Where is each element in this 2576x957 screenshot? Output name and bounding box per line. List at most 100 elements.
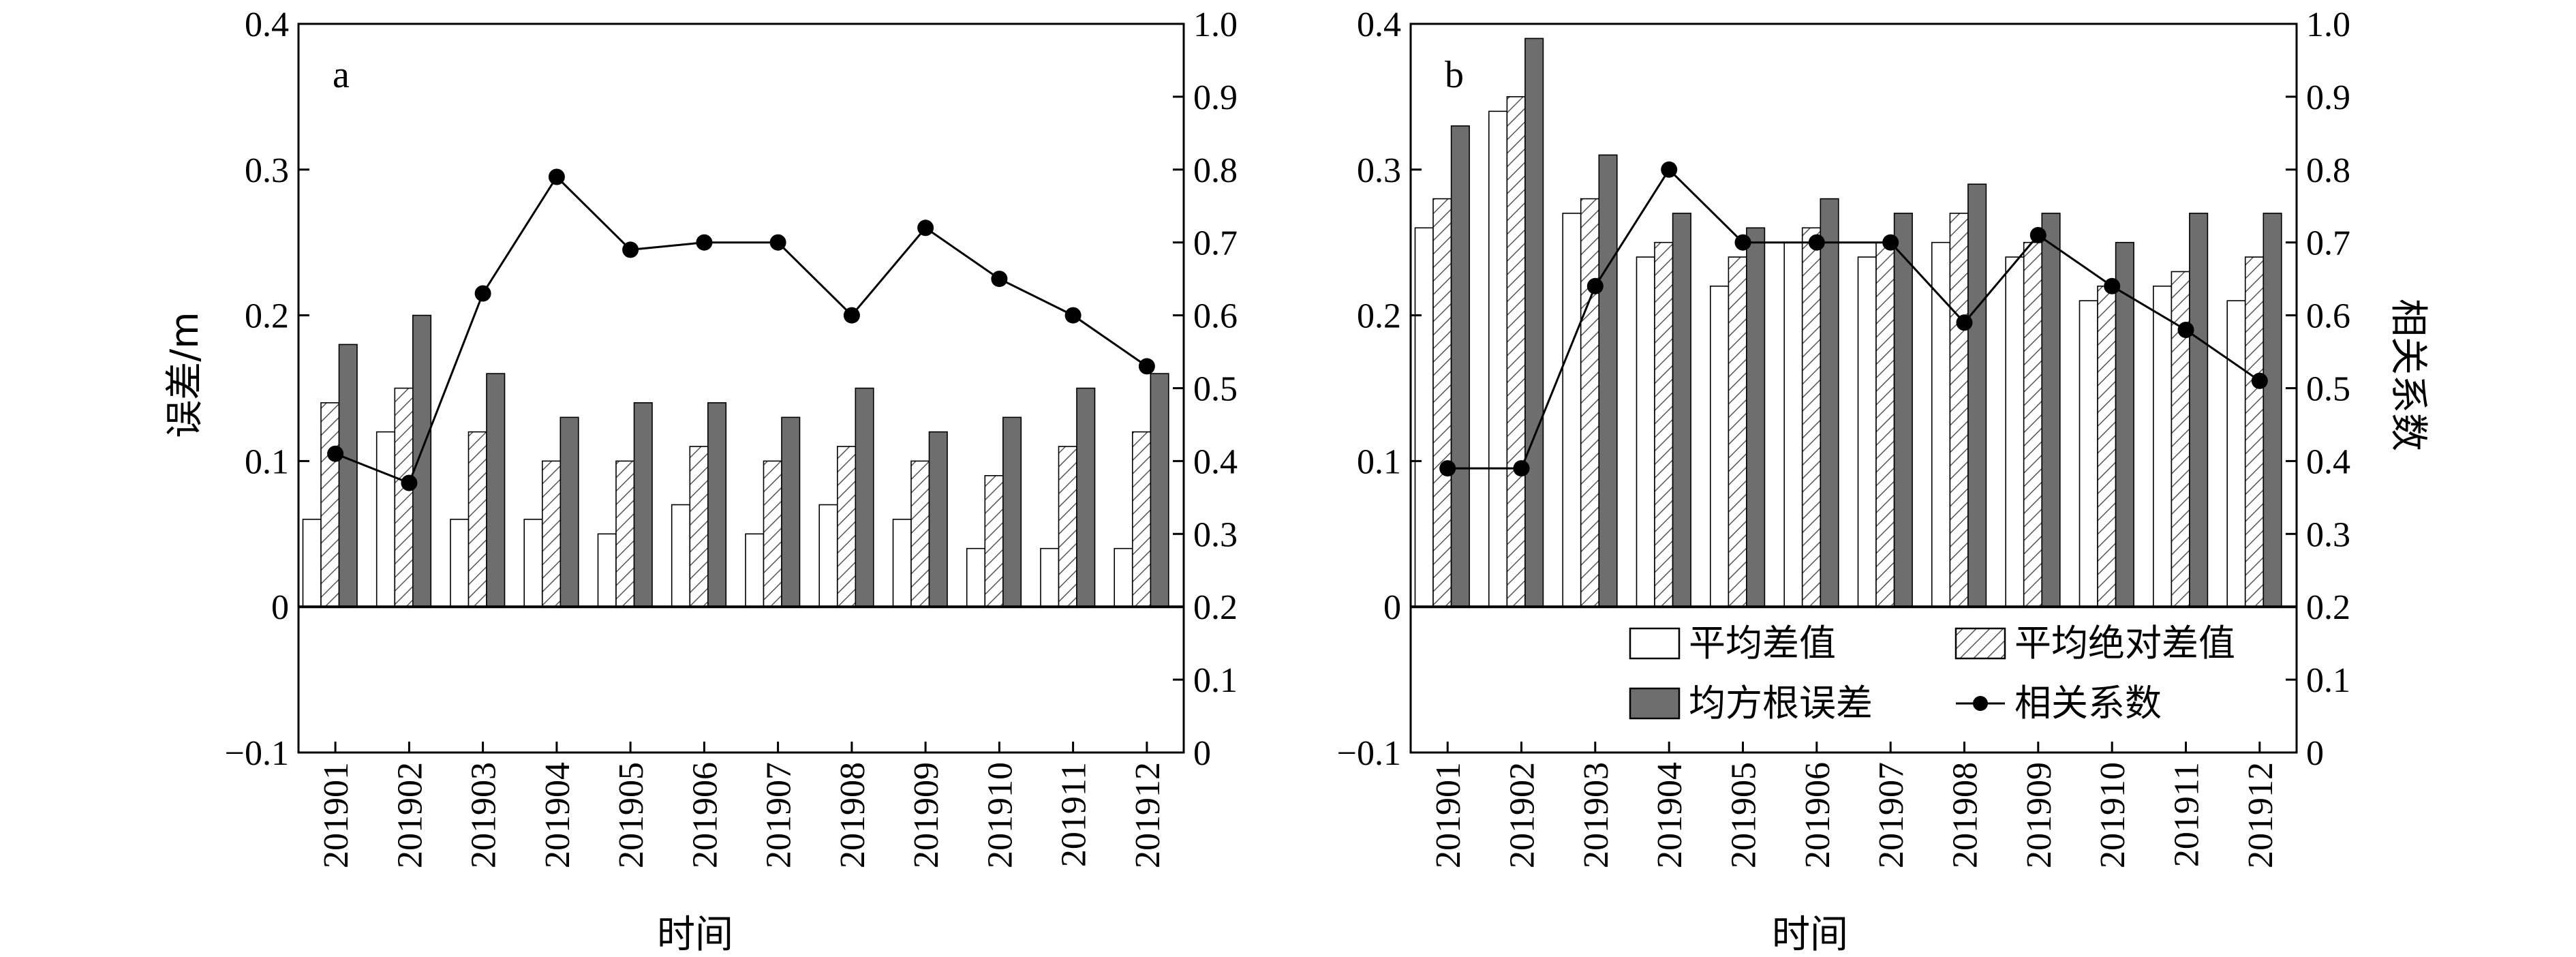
bar-white-201907 bbox=[1857, 256, 1877, 607]
y-tick-right-label: 0.4 bbox=[2306, 442, 2350, 481]
y-tick-right-label: 0.4 bbox=[1193, 442, 1238, 481]
bar-dark-gray-201908 bbox=[1967, 183, 1987, 608]
x-tick-label-201911: 201911 bbox=[2168, 762, 2207, 867]
bar-hatched-201909 bbox=[2023, 241, 2042, 608]
bar-hatched-201904 bbox=[541, 460, 562, 608]
bar-dark-gray-201905 bbox=[1746, 227, 1766, 608]
correlation-line-layer bbox=[327, 168, 1155, 491]
panel-label: a bbox=[333, 54, 350, 96]
correlation-point-201912 bbox=[2251, 372, 2268, 389]
correlation-point-201910 bbox=[991, 271, 1008, 288]
correlation-point-201908 bbox=[843, 307, 860, 324]
y-tick-right-label: 0.8 bbox=[2306, 151, 2350, 190]
y-tick-right-label: 0.9 bbox=[1193, 78, 1238, 117]
chart-panel-a: −0.1 0 0.1 0.2 0.3 0.4 0 0.1 0.2 0.3 0.4 0.5 0.6 0.7… bbox=[163, 5, 1238, 957]
bar-dark-gray-201906 bbox=[707, 402, 727, 608]
x-tick-label-201906: 201906 bbox=[686, 762, 724, 868]
bar-white-201905 bbox=[1710, 285, 1730, 607]
x-tick-label-201907: 201907 bbox=[1872, 762, 1911, 868]
y-axis-title-right: 相关系数 bbox=[2386, 299, 2430, 451]
correlation-point-201911 bbox=[1064, 307, 1082, 324]
x-tick-label-201902: 201902 bbox=[390, 762, 429, 868]
bar-hatched-201903 bbox=[467, 431, 487, 607]
bar-dark-gray-201901 bbox=[1450, 125, 1470, 607]
bar-white-201906 bbox=[1783, 241, 1803, 608]
x-tick-label-201912: 201912 bbox=[2241, 762, 2280, 868]
bar-dark-gray-201907 bbox=[1893, 213, 1913, 607]
bar-dark-gray-201910 bbox=[2115, 241, 2134, 608]
left-y-ticks: −0.1 0 0.1 0.2 0.3 0.4 bbox=[225, 5, 309, 773]
x-tick-label-201906: 201906 bbox=[1798, 762, 1837, 868]
y-tick-right-label: 0.8 bbox=[1193, 151, 1238, 190]
bar-hatched-201910 bbox=[984, 474, 1004, 607]
bar-dark-gray-201907 bbox=[781, 416, 801, 607]
correlation-point-201906 bbox=[1808, 234, 1825, 251]
bar-white-201903 bbox=[1562, 213, 1582, 607]
bar-hatched-201906 bbox=[1801, 227, 1821, 608]
bar-dark-gray-201912 bbox=[1150, 373, 1169, 607]
bar-hatched-201910 bbox=[2097, 285, 2117, 607]
bar-white-201904 bbox=[523, 519, 543, 608]
bar-dark-gray-201904 bbox=[1672, 213, 1691, 607]
bar-white-201910 bbox=[966, 547, 985, 608]
correlation-point-201901 bbox=[1439, 460, 1456, 477]
bar-hatched-201906 bbox=[689, 446, 709, 607]
bar-hatched-201903 bbox=[1580, 198, 1599, 607]
bar-dark-gray-201908 bbox=[855, 387, 874, 608]
correlation-point-201904 bbox=[1661, 161, 1678, 178]
x-axis-title: 时间 bbox=[657, 913, 733, 957]
correlation-point-201905 bbox=[622, 241, 639, 258]
bar-hatched-201901 bbox=[1432, 198, 1452, 607]
bar-hatched-201901 bbox=[320, 402, 340, 608]
legend-label-correlation: 相关系数 bbox=[2014, 682, 2162, 725]
y-tick-right-label: 0.2 bbox=[2306, 588, 2350, 627]
y-tick-left-label: 0.1 bbox=[245, 442, 289, 481]
x-tick-label-201903: 201903 bbox=[1577, 762, 1616, 868]
legend-swatch-correlation-marker bbox=[1973, 696, 1988, 711]
bar-dark-gray-201902 bbox=[412, 314, 432, 608]
bar-layer bbox=[302, 314, 1169, 608]
y-tick-left-label: 0.3 bbox=[245, 151, 289, 190]
correlation-point-201904 bbox=[548, 168, 565, 185]
correlation-line-layer bbox=[1439, 161, 2268, 477]
x-tick-label-201908: 201908 bbox=[1946, 762, 1985, 868]
y-tick-right-label: 1.0 bbox=[2306, 5, 2350, 44]
y-tick-left-label: 0.4 bbox=[1357, 5, 1401, 44]
bar-dark-gray-201905 bbox=[633, 402, 653, 608]
correlation-point-201911 bbox=[2177, 322, 2194, 338]
bar-dark-gray-201910 bbox=[1002, 416, 1022, 607]
x-tick-label-201907: 201907 bbox=[760, 762, 799, 868]
x-tick-label-201901: 201901 bbox=[317, 762, 356, 868]
y-tick-left-label: −0.1 bbox=[225, 734, 289, 773]
bar-white-201902 bbox=[1488, 110, 1508, 608]
bar-white-201912 bbox=[2226, 300, 2246, 608]
x-tick-label-201904: 201904 bbox=[1651, 762, 1689, 868]
bar-dark-gray-201904 bbox=[559, 416, 579, 607]
bar-dark-gray-201902 bbox=[1524, 37, 1544, 607]
bar-dark-gray-201903 bbox=[486, 373, 506, 607]
bar-white-201901 bbox=[1414, 227, 1434, 608]
bar-white-201904 bbox=[1636, 256, 1655, 607]
x-tick-label-201903: 201903 bbox=[465, 762, 504, 868]
bar-dark-gray-201912 bbox=[2263, 213, 2282, 607]
bar-hatched-201909 bbox=[910, 460, 930, 608]
bar-white-201910 bbox=[2079, 300, 2098, 608]
bar-dark-gray-201911 bbox=[1076, 387, 1096, 608]
correlation-point-201906 bbox=[696, 234, 713, 251]
bar-white-201905 bbox=[597, 533, 617, 607]
bar-white-201901 bbox=[302, 519, 322, 608]
legend-swatch-mean-diff bbox=[1629, 627, 1681, 660]
bar-white-201907 bbox=[745, 533, 765, 607]
panel-label: b bbox=[1445, 54, 1464, 96]
correlation-point-201909 bbox=[2029, 227, 2046, 243]
correlation-point-201905 bbox=[1734, 234, 1751, 251]
y-tick-right-label: 0 bbox=[1193, 734, 1211, 773]
x-tick-label-201904: 201904 bbox=[538, 762, 577, 868]
bar-white-201909 bbox=[892, 519, 912, 608]
bar-hatched-201908 bbox=[837, 446, 857, 607]
y-tick-right-label: 0.7 bbox=[2306, 224, 2350, 263]
chart-panel-b: −0.1 0 0.1 0.2 0.3 0.4 0 0.1 0.2 0.3 0.4 0.5 0.6 0.7… bbox=[1337, 5, 2430, 957]
y-tick-left-label: −0.1 bbox=[1337, 734, 1401, 773]
correlation-point-201907 bbox=[1882, 234, 1899, 251]
